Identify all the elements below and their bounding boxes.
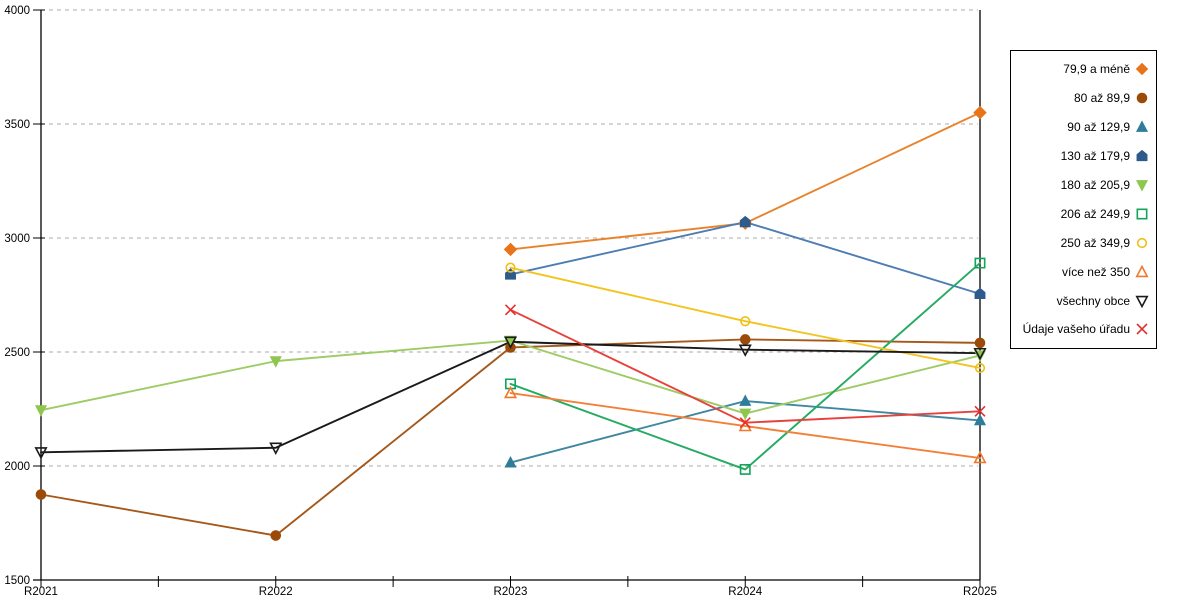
series-line-2 [40, 338, 981, 537]
circle-legend-marker-icon [1136, 93, 1148, 104]
legend-item: 79,9 a méně [1013, 62, 1149, 76]
pentagon-legend-marker-icon [1136, 149, 1148, 162]
x-stroke [504, 304, 517, 316]
x-stroke [739, 417, 751, 429]
series-lines [40, 111, 981, 537]
x-tick-label: R2023 [494, 586, 528, 598]
x-tick-label: R2024 [728, 586, 762, 598]
data-point-triangle-down-R2022 [269, 356, 282, 368]
data-point-circle-R2022 [270, 530, 282, 541]
series-line-6 [509, 262, 981, 471]
legend-item-label: Údaje vašeho úřadu [1022, 322, 1130, 337]
data-point-triangle-down-R2022 [269, 442, 283, 455]
legend-item: 80 až 89,9 [1013, 91, 1149, 105]
diamond-icon [1135, 63, 1149, 76]
legend-item-label: 206 až 249,9 [1060, 206, 1130, 221]
legend-item: 130 až 179,9 [1013, 149, 1149, 163]
legend-item: 90 až 129,9 [1013, 120, 1149, 134]
data-point-triangle-down-R2024 [738, 344, 752, 357]
triangle-down-legend-marker-icon [1135, 180, 1149, 192]
y-tick-label: 2000 [4, 461, 30, 473]
data-point-triangle-down-R2024 [739, 408, 752, 421]
x-legend-marker-icon [1136, 323, 1148, 336]
data-point-triangle-down-R2025 [973, 347, 987, 361]
legend-item: 180 až 205,9 [1013, 178, 1149, 192]
legend-item-label: více než 350 [1061, 264, 1130, 279]
data-point-circle-R2021 [35, 489, 47, 500]
legend-item-label: 130 až 179,9 [1060, 149, 1130, 164]
legend-item: všechny obce [1013, 294, 1149, 308]
square-legend-marker-icon [1136, 208, 1148, 220]
triangle-up-icon [1135, 264, 1149, 277]
legend-item: 206 až 249,9 [1013, 207, 1149, 221]
legend-item-label: 79,9 a méně [1063, 62, 1130, 77]
triangle-up-icon [1135, 120, 1149, 133]
diamond-legend-marker-icon [1135, 63, 1149, 76]
y-tick-label: 3000 [4, 233, 30, 245]
data-point-circle-R2025 [974, 337, 986, 349]
data-point-square-R2023 [505, 378, 516, 390]
data-point-x-R2024 [739, 417, 751, 429]
data-point-circle-R2025 [974, 362, 986, 374]
data-point-triangle-up-R2025 [973, 413, 987, 426]
circle-legend-marker-icon [1136, 237, 1148, 248]
triangle-up-legend-marker-icon [1135, 120, 1149, 133]
legend-item: Údaje vašeho úřadu [1013, 322, 1149, 336]
data-point-triangle-up-R2025 [973, 450, 987, 464]
legend-item: 250 až 349,9 [1013, 236, 1149, 250]
x-tick-label: R2025 [963, 586, 997, 598]
triangle-up-legend-marker-icon [1135, 264, 1149, 277]
data-point-triangle-down-R2021 [34, 447, 48, 460]
data-point-triangle-up-R2023 [504, 456, 517, 468]
y-tick-label: 4000 [4, 5, 30, 17]
data-point-circle-R2024 [740, 316, 751, 327]
square-icon [1136, 208, 1148, 220]
y-tick-label: 1500 [4, 575, 30, 587]
data-point-square-R2024 [739, 463, 751, 475]
axes: 1500 2000 2500 3000 3500 4000 R2021 R2022 R2023 R… [4, 5, 997, 598]
data-point-circle-R2023 [505, 262, 516, 273]
x-stroke [1136, 323, 1148, 336]
data-point-triangle-up-R2024 [739, 394, 752, 406]
y-tick-label: 3500 [4, 119, 30, 131]
pentagon-icon [1136, 149, 1148, 162]
data-point-x-R2023 [504, 304, 517, 316]
data-point-x-R2025 [974, 405, 986, 417]
data-point-square-R2025 [974, 257, 986, 269]
legend-item: více než 350 [1013, 264, 1149, 279]
circle-icon [1136, 237, 1148, 248]
legend-item-label: 80 až 89,9 [1073, 91, 1130, 106]
circle-icon [1136, 93, 1148, 104]
x-stroke [974, 405, 986, 417]
y-tick-label: 2500 [4, 347, 30, 359]
data-point-diamond-R2025 [973, 105, 987, 120]
data-point-pentagon-R2025 [974, 287, 986, 300]
x-tick-label: R2022 [259, 586, 293, 598]
series-line-8 [509, 392, 981, 459]
data-point-triangle-up-R2023 [503, 385, 518, 399]
series-markers [34, 105, 987, 541]
x-tick-label: R2021 [24, 586, 58, 598]
legend-item-label: 180 až 205,9 [1060, 178, 1130, 192]
triangle-down-legend-marker-icon [1135, 295, 1149, 308]
data-point-circle-R2024 [739, 334, 751, 345]
triangle-down-icon [1135, 295, 1149, 308]
data-point-triangle-down-R2023 [503, 336, 518, 349]
triangle-down-icon [1135, 180, 1149, 192]
data-point-triangle-down-R2021 [34, 405, 48, 417]
x-icon [1136, 323, 1148, 336]
legend: 79,9 a méně 80 až 89,9 90 až 129,9 130 až 1… [1010, 50, 1157, 349]
data-point-pentagon-R2024 [739, 215, 751, 228]
legend-item-label: 250 až 349,9 [1060, 235, 1130, 250]
legend-item-label: všechny obce [1056, 293, 1130, 308]
data-point-diamond-R2023 [503, 242, 518, 257]
legend-item-label: 90 až 129,9 [1067, 120, 1130, 135]
